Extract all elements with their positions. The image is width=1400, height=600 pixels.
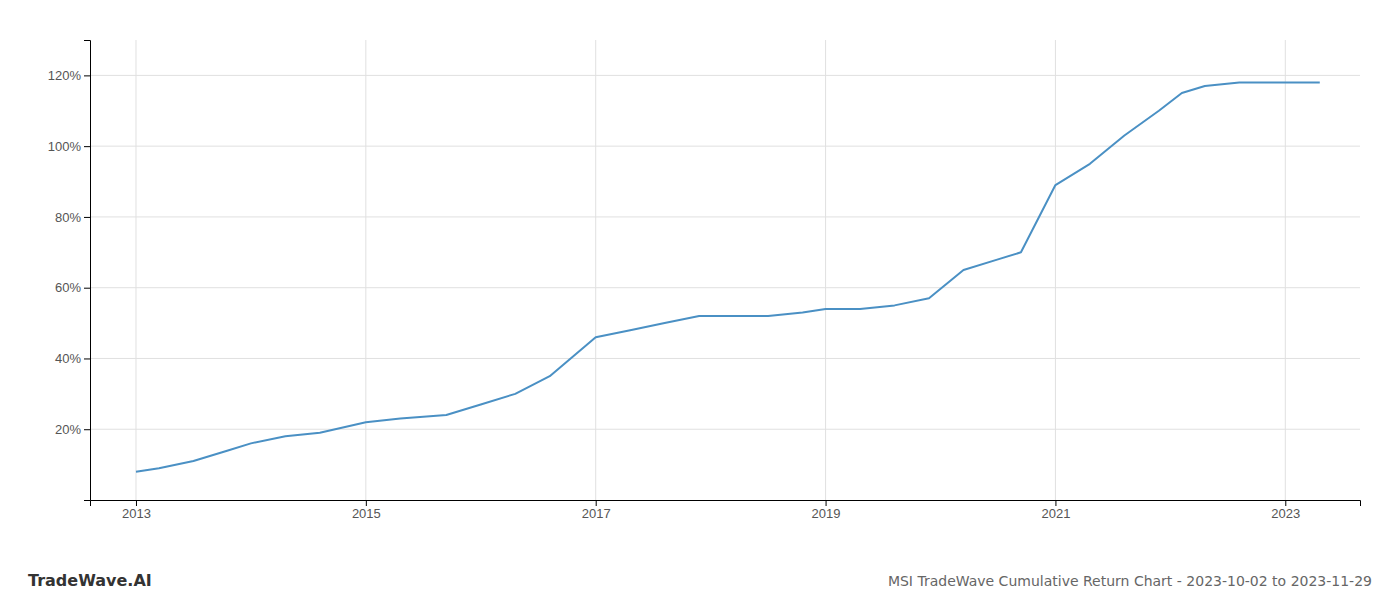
- x-axis: 2013 2015 2017 2019 2021 2023: [91, 500, 1361, 521]
- y-axis: 20% 40% 60% 80% 100% 120%: [48, 41, 91, 501]
- tick-mark: [84, 146, 90, 147]
- axis-line: [91, 501, 1361, 507]
- title: MSI TradeWave Cumulative Return Chart - …: [888, 573, 1372, 589]
- grid-line: [90, 146, 1360, 147]
- tick: 2015: [352, 500, 381, 521]
- tick: 2023: [1271, 500, 1300, 521]
- tick-label: 120%: [48, 68, 82, 83]
- grid-line: [135, 40, 136, 500]
- grid-line: [90, 358, 1360, 359]
- tick-mark: [826, 500, 827, 506]
- tick-label: 2015: [352, 506, 381, 521]
- line: [136, 82, 1320, 471]
- tick-mark: [596, 500, 597, 506]
- tick: 20%: [55, 422, 90, 437]
- grid-line: [90, 75, 1360, 76]
- tick-mark: [366, 500, 367, 506]
- tick: 60%: [55, 280, 90, 295]
- tick-label: 2021: [1041, 506, 1070, 521]
- grid: [90, 40, 1360, 500]
- grid-line: [365, 40, 366, 500]
- tick-label: 100%: [48, 139, 82, 154]
- tick-label: 2017: [582, 506, 611, 521]
- tick-mark: [84, 429, 90, 430]
- tick-mark: [1055, 500, 1056, 506]
- tick: 2021: [1041, 500, 1070, 521]
- grid-line: [1285, 40, 1286, 500]
- tick-mark: [84, 358, 90, 359]
- tick: 100%: [48, 139, 90, 154]
- tick-label: 2019: [812, 506, 841, 521]
- tick-label: 40%: [55, 351, 81, 366]
- tick: 2017: [582, 500, 611, 521]
- tick-label: 80%: [55, 210, 81, 225]
- series-group: [136, 82, 1320, 471]
- watermark: TradeWave.AI: [28, 571, 152, 590]
- grid-line: [90, 429, 1360, 430]
- tick-mark: [84, 75, 90, 76]
- chart: 2013 2015 2017 2019 2021 2023 20% 40% 60% 80% 100%…: [0, 0, 1400, 600]
- tick: 40%: [55, 351, 90, 366]
- tick-mark: [84, 217, 90, 218]
- plot-area: 2013 2015 2017 2019 2021 2023 20% 40% 60% 80% 100%…: [48, 40, 1361, 521]
- grid-line: [1055, 40, 1056, 500]
- tick: 2019: [812, 500, 841, 521]
- tick: 120%: [48, 68, 90, 83]
- tick-label: 2023: [1271, 506, 1300, 521]
- grid-line: [90, 287, 1360, 288]
- axis-line: [84, 41, 91, 501]
- tick-mark: [136, 500, 137, 506]
- tick-mark: [84, 288, 90, 289]
- tick-label: 2013: [122, 506, 151, 521]
- grid-line: [595, 40, 596, 500]
- tick: 2013: [122, 500, 151, 521]
- grid-line: [825, 40, 826, 500]
- tick-mark: [1285, 500, 1286, 506]
- tick-label: 60%: [55, 280, 81, 295]
- tick: 80%: [55, 210, 90, 225]
- tick-label: 20%: [55, 422, 81, 437]
- grid-line: [90, 216, 1360, 217]
